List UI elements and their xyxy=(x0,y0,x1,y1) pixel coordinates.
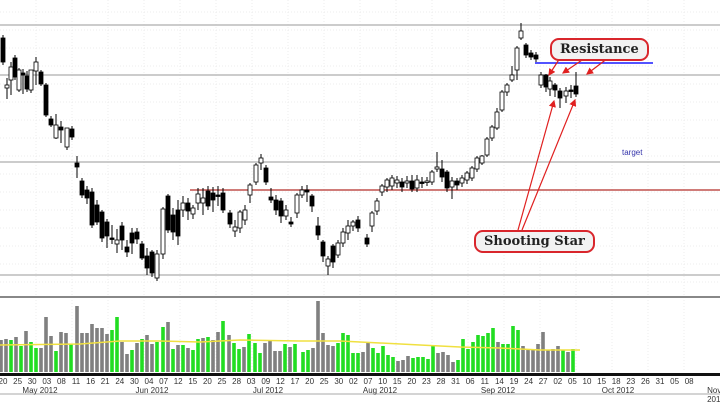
x-tick-label: 19 xyxy=(509,377,519,386)
x-axis-bar xyxy=(0,373,720,376)
x-tick-label: 15 xyxy=(597,377,607,386)
x-tick-label: 11 xyxy=(480,377,489,386)
x-tick-label: 25 xyxy=(319,377,329,386)
x-tick-label: 20 xyxy=(407,377,417,386)
x-tick-label: 30 xyxy=(27,377,37,386)
resistance-annotation: Resistance xyxy=(550,38,649,61)
x-tick-label: 11 xyxy=(71,377,81,386)
x-month-label: Nov 2012 xyxy=(707,386,720,404)
x-tick-label: 03 xyxy=(246,377,256,386)
minor-gridlines xyxy=(0,0,720,372)
x-tick-label: 18 xyxy=(611,377,621,386)
x-tick-label: 26 xyxy=(640,377,650,386)
x-tick-label: 10 xyxy=(378,377,388,386)
x-tick-label: 12 xyxy=(173,377,183,386)
x-month-label: Aug 2012 xyxy=(362,386,398,395)
volume-moving-average xyxy=(0,339,580,351)
x-tick-label: 21 xyxy=(100,377,110,386)
x-tick-label: 27 xyxy=(538,377,548,386)
x-tick-label: 30 xyxy=(129,377,139,386)
x-month-label: Sep 2012 xyxy=(480,386,516,395)
x-month-label: Jun 2012 xyxy=(135,386,169,395)
x-tick-label: 05 xyxy=(670,377,680,386)
x-month-label: Oct 2012 xyxy=(601,386,635,395)
x-tick-label: 15 xyxy=(392,377,402,386)
price-candles xyxy=(0,23,579,281)
x-tick-label: 10 xyxy=(582,377,592,386)
x-tick-label: 05 xyxy=(567,377,577,386)
x-month-label: May 2012 xyxy=(22,386,58,395)
x-month-label: Jul 2012 xyxy=(252,386,284,395)
x-tick-label: 31 xyxy=(451,377,461,386)
x-tick-label: 20 xyxy=(305,377,315,386)
x-tick-label: 28 xyxy=(232,377,242,386)
x-tick-label: 23 xyxy=(626,377,636,386)
x-tick-label: 02 xyxy=(553,377,563,386)
x-tick-label: 25 xyxy=(13,377,23,386)
x-tick-label: 14 xyxy=(494,377,504,386)
shooting-star-annotation: Shooting Star xyxy=(474,230,595,253)
x-tick-label: 06 xyxy=(465,377,475,386)
x-tick-label: 15 xyxy=(188,377,198,386)
volume-bars xyxy=(0,301,575,372)
x-tick-label: 04 xyxy=(144,377,154,386)
x-tick-label: 31 xyxy=(655,377,665,386)
horizontal-reference-lines xyxy=(0,24,720,276)
x-tick-label: 02 xyxy=(348,377,358,386)
x-tick-label: 17 xyxy=(290,377,300,386)
x-tick-label: 28 xyxy=(436,377,446,386)
x-tick-label: 09 xyxy=(261,377,271,386)
x-tick-label: 12 xyxy=(275,377,285,386)
x-tick-label: 20 xyxy=(202,377,212,386)
x-tick-label: 24 xyxy=(524,377,534,386)
x-tick-label: 25 xyxy=(217,377,227,386)
x-tick-label: 07 xyxy=(363,377,373,386)
target-label: target xyxy=(622,148,643,157)
x-tick-label: 08 xyxy=(56,377,66,386)
x-tick-label: 23 xyxy=(421,377,431,386)
x-tick-label: 16 xyxy=(86,377,96,386)
x-tick-label: 24 xyxy=(115,377,125,386)
x-tick-label: 07 xyxy=(159,377,169,386)
x-tick-label: 08 xyxy=(684,377,694,386)
x-tick-label: 03 xyxy=(42,377,52,386)
x-tick-label: 20 xyxy=(0,377,8,386)
x-tick-label: 30 xyxy=(334,377,344,386)
